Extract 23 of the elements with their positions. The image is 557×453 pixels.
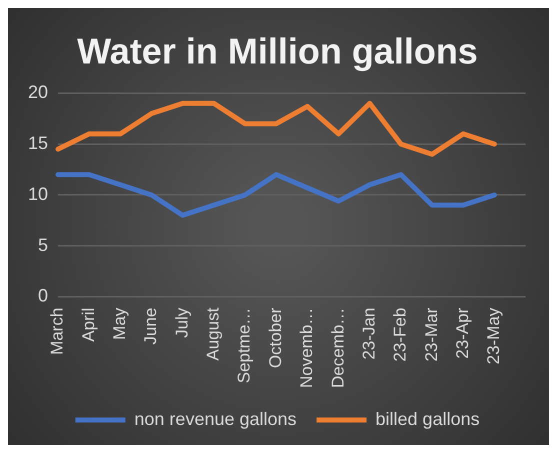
x-tick-label: March [48,308,67,355]
x-tick-label: Decemb… [328,308,348,388]
x-tick-label: 23-Feb [390,308,410,362]
x-tick-label: 23-Jan [359,308,378,360]
x-tick-label: 23-Mar [422,307,441,362]
x-tick-label: May [110,307,130,340]
x-tick-label: April [78,308,98,342]
y-tick-label: 10 [28,184,48,204]
x-tick-label: 23-May [484,307,504,364]
x-tick-label: Novemb… [297,308,316,388]
y-tick-label: 20 [28,82,48,102]
y-tick-label: 0 [38,286,48,306]
legend-label: billed gallons [376,408,480,429]
x-tick-label: July [172,307,192,338]
chart-title: Water in Million gallons [77,30,478,72]
x-tick-label: October [266,307,285,368]
y-tick-label: 5 [38,234,48,255]
legend-label: non revenue gallons [134,408,297,429]
x-tick-label: Septme… [234,308,254,384]
x-tick-label: June [141,308,160,345]
x-tick-label: 23-Apr [452,307,472,359]
y-tick-label: 15 [28,133,48,154]
x-tick-label: August [204,307,223,361]
